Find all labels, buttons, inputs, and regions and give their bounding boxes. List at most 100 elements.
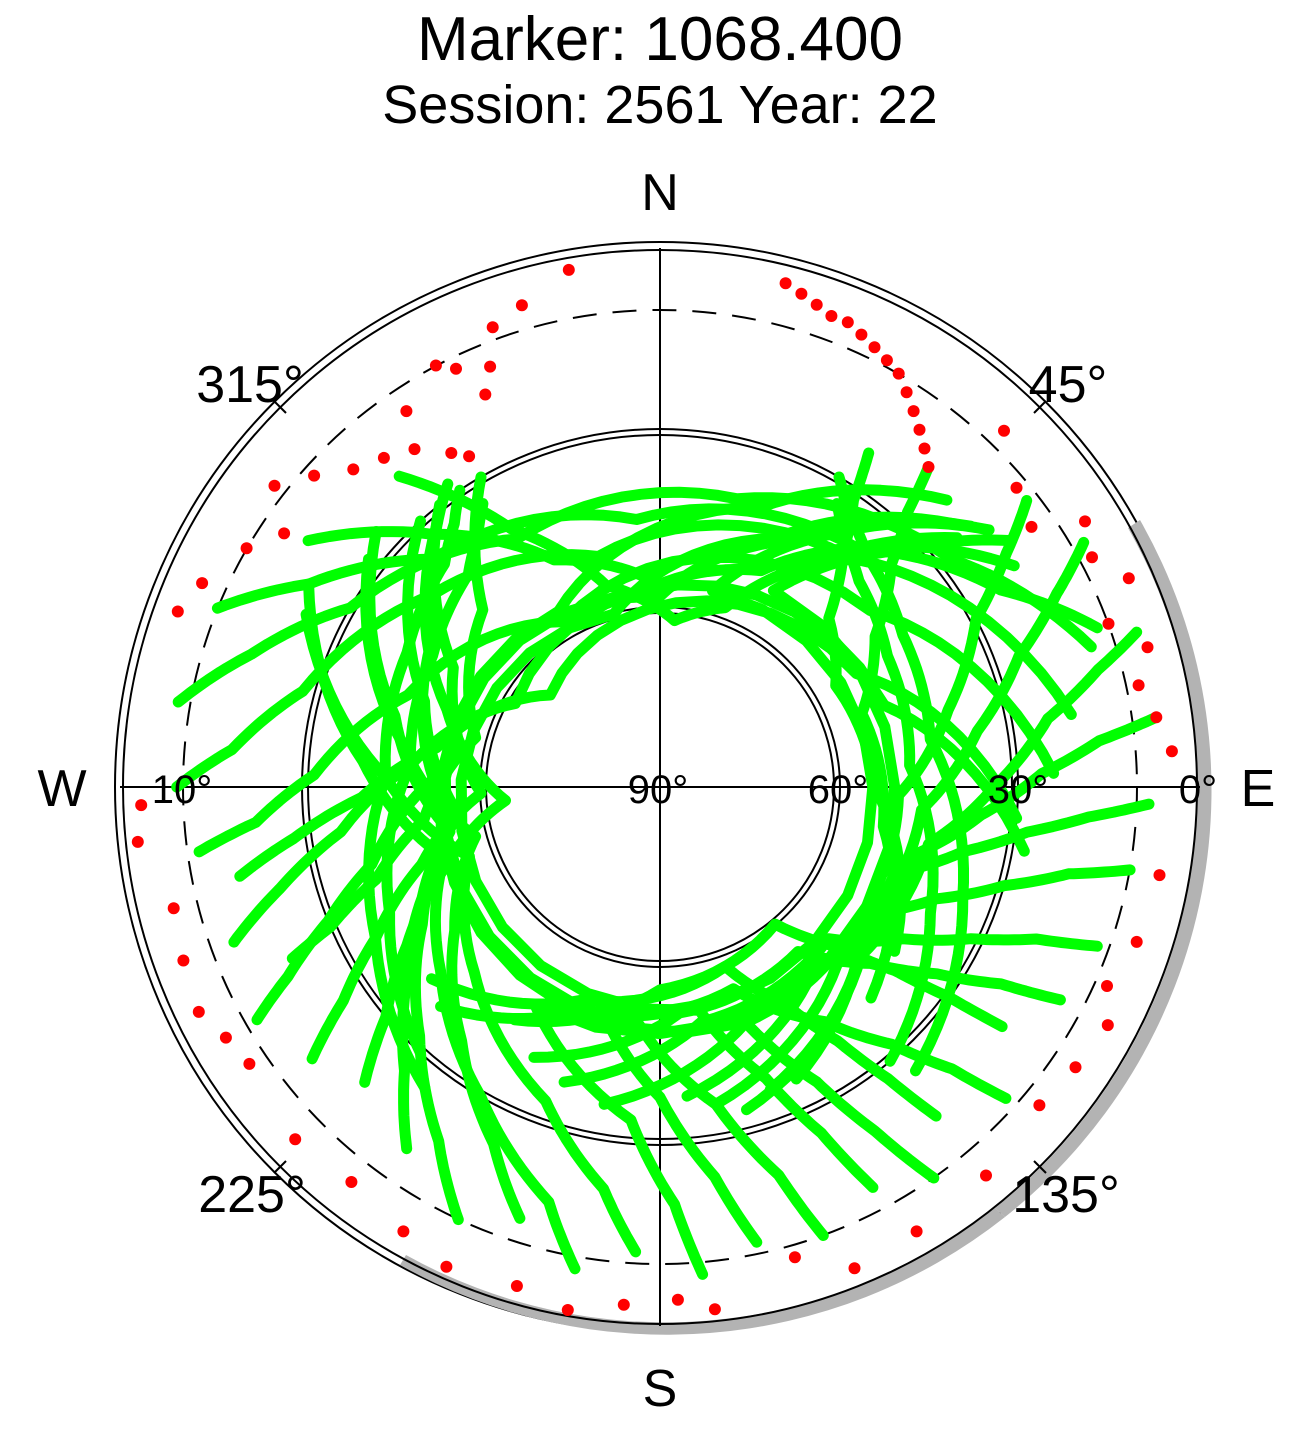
rejected-point [171, 605, 184, 618]
rejected-point [1010, 481, 1023, 494]
rejected-point [562, 263, 575, 276]
satellite-track [823, 447, 907, 957]
rejected-point [779, 277, 792, 290]
rejected-point [918, 442, 931, 455]
rejected-point [913, 423, 926, 436]
rejected-point [998, 424, 1010, 437]
satellite-track [528, 946, 1066, 1063]
satellite-track [558, 933, 1103, 1088]
rejected-point [1122, 572, 1135, 585]
rejected-point [1033, 1099, 1046, 1112]
azimuth-label-315: 315° [196, 356, 304, 414]
rejected-point [1086, 551, 1098, 564]
rejected-point [397, 1225, 410, 1238]
observed-tracks [171, 447, 1162, 1280]
rejected-point [708, 1303, 721, 1316]
elevation-label-60: 60° [808, 768, 869, 812]
rejected-point [463, 450, 476, 463]
tick-45 [1033, 400, 1047, 414]
rejected-point [308, 469, 321, 482]
elevation-label-0: 0° [1179, 768, 1217, 812]
satellite-track [303, 578, 581, 1275]
rejected-point [825, 310, 838, 322]
satellite-track [363, 484, 466, 1094]
satellite-track [381, 498, 489, 1059]
rejected-point [1101, 980, 1113, 992]
rejected-point [910, 1225, 923, 1238]
satellite-track [833, 471, 969, 1077]
rejected-point [243, 1057, 256, 1070]
azimuth-label-225: 225° [198, 1166, 306, 1224]
rejected-point [278, 527, 291, 540]
rejected-point [868, 341, 881, 354]
rejected-point [841, 316, 854, 329]
rejected-point [289, 1133, 302, 1146]
satellite-track [856, 461, 934, 1004]
rejected-point [848, 1262, 861, 1275]
rejected-point [617, 1298, 630, 1311]
rejected-point [855, 328, 868, 341]
rejected-point [1025, 520, 1038, 533]
rejected-point [192, 1005, 205, 1018]
rejected-point [1130, 935, 1143, 948]
cardinal-east: E [1241, 760, 1276, 818]
rejected-point [240, 542, 253, 555]
rejected-point [671, 1293, 684, 1306]
rejected-point [907, 405, 920, 418]
rejected-point [515, 299, 528, 312]
satellite-track [306, 499, 487, 1065]
elevation-label-10: 10° [152, 768, 213, 812]
rejected-point [1141, 641, 1154, 654]
tick-135 [1033, 1160, 1047, 1174]
rejected-point [1101, 1019, 1114, 1032]
rejected-point [167, 902, 180, 915]
rejected-point [268, 479, 281, 492]
rejected-point [177, 954, 190, 967]
rejected-point [1079, 515, 1091, 528]
rejected-point [1153, 869, 1166, 882]
satellite-track [790, 495, 1033, 1085]
satellite-track [364, 526, 464, 1226]
rejected-point [450, 362, 462, 375]
rejected-point [561, 1304, 574, 1316]
rejected-point [1150, 711, 1163, 724]
rejected-point [219, 1031, 232, 1044]
rejected-point [810, 298, 823, 311]
rejected-point [484, 360, 497, 373]
satellite-track [831, 498, 939, 1067]
rejected-point [788, 1251, 801, 1264]
azimuth-label-135: 135° [1012, 1166, 1120, 1224]
azimuth-label-45: 45° [1029, 356, 1108, 414]
chart-subtitle: Session: 2561 Year: 22 [382, 75, 937, 135]
rejected-point [135, 799, 148, 812]
rejected-point [1132, 679, 1145, 692]
rejected-point [440, 1260, 453, 1273]
rejected-point [510, 1280, 523, 1292]
rejected-point [408, 443, 421, 456]
cardinal-north: N [641, 164, 679, 222]
rejected-point [196, 577, 209, 590]
rejected-point [445, 447, 458, 459]
satellite-track [360, 553, 526, 1224]
rejected-points [131, 263, 1178, 1316]
tick-225 [273, 1160, 287, 1174]
rejected-point [479, 388, 492, 401]
rejected-point [347, 463, 360, 476]
elevation-label-90: 90° [628, 768, 689, 812]
satellite-track [172, 486, 1097, 708]
rejected-point [880, 354, 893, 367]
rejected-point [345, 1176, 358, 1188]
satellite-track [710, 711, 1162, 1110]
rejected-point [1165, 745, 1178, 758]
rejected-point [377, 451, 390, 464]
rejected-point [892, 367, 905, 380]
rejected-point [980, 1169, 992, 1182]
rejected-point [400, 405, 413, 418]
rejected-point [131, 835, 144, 848]
rejected-point [1102, 617, 1115, 630]
cardinal-south: S [643, 1360, 678, 1418]
cardinal-west: W [37, 760, 86, 818]
rejected-point [900, 386, 913, 399]
elevation-label-30: 30° [988, 768, 1049, 812]
